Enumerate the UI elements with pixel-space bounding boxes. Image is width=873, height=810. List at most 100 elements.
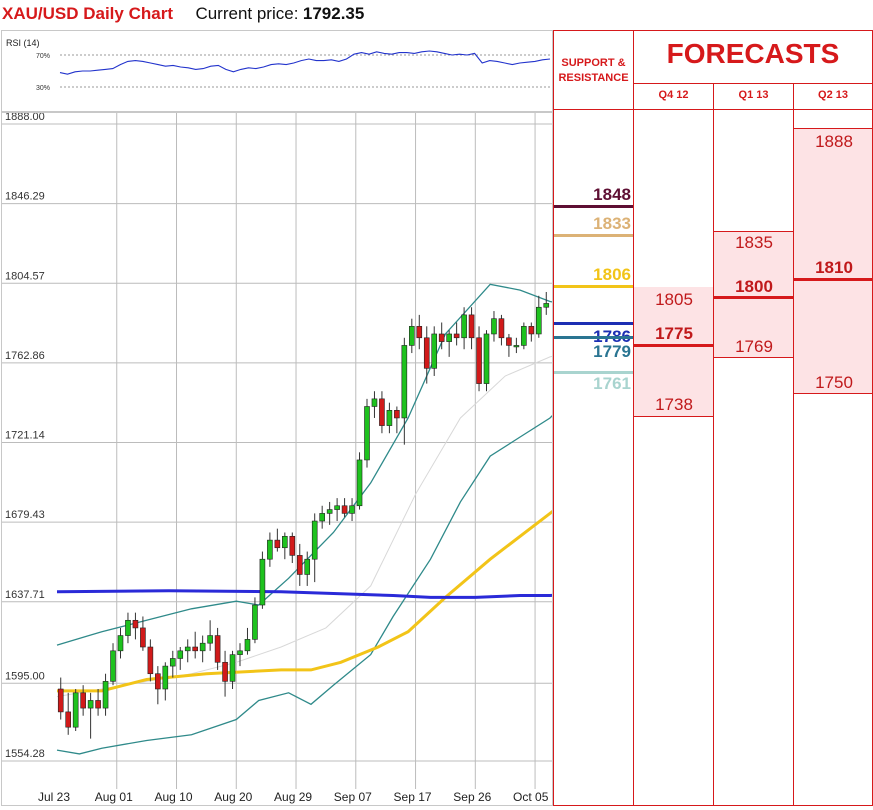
y-tick-label: 1637.71 (5, 589, 45, 601)
level-1806-line (554, 285, 633, 288)
q4-mid-line (634, 344, 713, 347)
candle-up (207, 635, 213, 644)
sr-header-cell (553, 30, 634, 110)
q4-low: 1738 (655, 395, 693, 414)
level-1761-line (554, 371, 633, 374)
candle-down (80, 692, 86, 709)
rsi-chart: RSI (14) 70% 30% (6, 38, 551, 92)
q1-mid-line (714, 296, 793, 299)
chart-header: XAU/USD Daily Chart Current price: 1792.… (2, 4, 364, 28)
candle-down (423, 337, 430, 369)
candle-down (289, 535, 296, 556)
q4-mid: 1775 (655, 324, 693, 343)
candle-up (177, 650, 184, 659)
level-1779-label: 1779 (593, 342, 631, 361)
candle-up (252, 604, 258, 640)
candle-up (199, 642, 206, 652)
q1-label: Q1 13 (738, 89, 769, 101)
level-1786-line (554, 322, 633, 325)
bb-upper-line (56, 283, 581, 646)
x-tick-label: Aug 10 (155, 790, 193, 804)
rsi-30-label: 30% (36, 85, 50, 92)
candle-up (244, 639, 251, 652)
candle-down (95, 700, 101, 709)
fast-ma-line (57, 489, 581, 693)
candle-down (140, 627, 146, 648)
candle-up (386, 410, 393, 426)
q4-label: Q4 12 (658, 89, 689, 101)
price-value: 1792.35 (302, 4, 365, 23)
candle-up (364, 406, 370, 461)
candle-down (296, 555, 303, 575)
candle-up (431, 333, 438, 369)
candle-up (237, 650, 243, 655)
candle-up (319, 513, 325, 522)
level-1848-line (554, 205, 633, 208)
candle-down (438, 333, 445, 342)
candle-down (132, 619, 139, 629)
sr-header: SUPPORT & RESISTANCE (558, 57, 629, 84)
candle-up (349, 505, 355, 514)
y-tick-label: 1595.00 (5, 670, 45, 682)
bb-lower-line (56, 386, 581, 755)
candle-up (356, 459, 363, 507)
q2-high-edge (794, 128, 872, 129)
q1-high: 1835 (735, 233, 773, 252)
chart-title: XAU/USD Daily Chart (2, 4, 173, 23)
price-chart: 1888.00 1846.29 1804.57 1762.86 1721.14 1679.… (2, 111, 581, 804)
candle-up (87, 700, 94, 709)
q2-range-band (794, 128, 872, 394)
y-tick-label: 1762.86 (5, 350, 45, 362)
y-tick-label: 1888.00 (5, 113, 45, 123)
candle-down (476, 337, 482, 384)
level-1848-label: 1848 (593, 185, 631, 204)
candle-up (304, 558, 311, 575)
candle-up (483, 333, 490, 384)
candle-down (192, 646, 198, 652)
rsi-70-label: 70% (36, 53, 50, 60)
candle-up (513, 345, 520, 348)
candle-down (57, 688, 64, 713)
x-tick-label: Sep 17 (394, 790, 432, 804)
y-tick-label: 1721.14 (5, 430, 45, 442)
q2-mid-line (794, 278, 872, 281)
rsi-line (59, 50, 551, 75)
forecast-panel: SUPPORT & RESISTANCE FORECASTS Q4 12 Q1 … (553, 30, 873, 806)
x-tick-label: Aug 29 (274, 790, 312, 804)
q2-label: Q2 13 (818, 89, 848, 101)
q4-low-edge (634, 416, 713, 417)
price-label: Current price: (195, 4, 299, 23)
x-tick-label: Aug 20 (214, 790, 252, 804)
x-tick-label: Sep 26 (453, 790, 491, 804)
q1-range-band (714, 231, 793, 358)
candle-up (334, 505, 340, 510)
candle-down (468, 314, 475, 339)
candle-up (543, 303, 550, 308)
candle-up (326, 509, 333, 514)
price-chart-panel: 1888.00 1846.29 1804.57 1762.86 1721.14 1679.… (1, 111, 581, 806)
candle-up (446, 333, 452, 342)
y-tick-label: 1846.29 (5, 191, 45, 203)
candle-down (416, 326, 423, 339)
bb-mid-line (56, 348, 581, 698)
q1-mid: 1800 (735, 277, 773, 296)
slow-ma-line (56, 589, 580, 599)
q1-body (713, 109, 794, 806)
level-1779-line (554, 336, 633, 339)
candle-up (184, 646, 191, 652)
candle-up (409, 326, 415, 346)
candle-up (72, 692, 79, 728)
candle-up (125, 619, 131, 636)
level-1806-label: 1806 (593, 265, 631, 284)
candle-up (162, 665, 169, 690)
candle-up (401, 345, 408, 419)
candle-down (147, 646, 154, 675)
q4-range-band (634, 287, 713, 416)
q2-low-edge (794, 393, 872, 394)
q2-high: 1888 (815, 132, 853, 151)
candle-down (379, 398, 385, 426)
x-tick-label: Oct 05 (513, 790, 549, 804)
candle-up (311, 520, 318, 560)
candle-down (341, 505, 348, 514)
y-tick-label: 1554.28 (5, 748, 45, 760)
